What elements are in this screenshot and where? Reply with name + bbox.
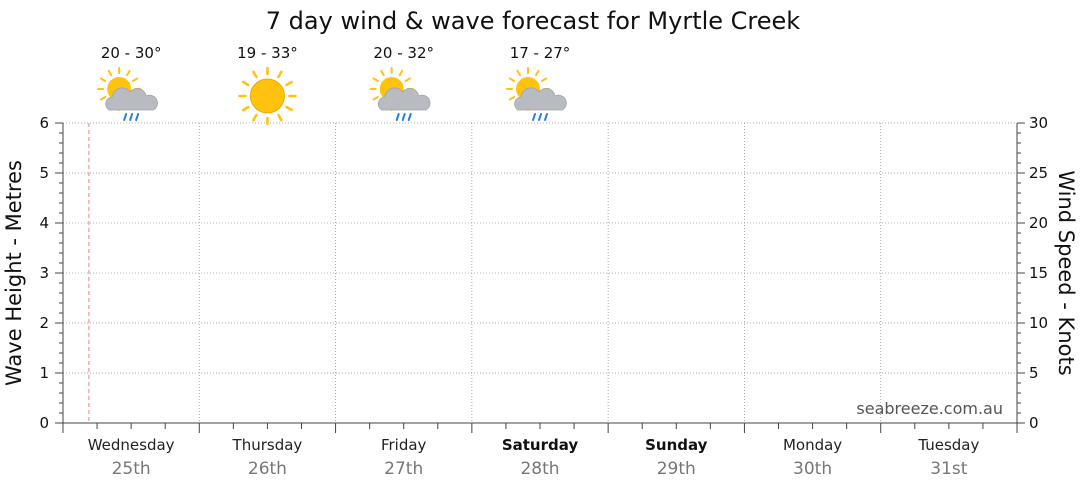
sun-ray: [508, 77, 516, 82]
x-date-label: 28th: [520, 459, 559, 479]
sun-ray: [508, 96, 516, 101]
temperature-label: 20 - 30°: [101, 44, 162, 62]
sun-ray: [398, 69, 404, 77]
x-date-label: 29th: [657, 459, 696, 479]
sun-ray: [404, 77, 411, 82]
y-left-tick-label: 1: [39, 364, 49, 382]
chart-title: 7 day wind & wave forecast for Myrtle Cr…: [266, 7, 801, 35]
cloud-shape: [377, 87, 431, 111]
rain-drop: [544, 113, 548, 121]
rain-drop: [135, 113, 140, 121]
sun-ray: [241, 80, 250, 87]
sun-ray: [380, 69, 385, 77]
x-day-label: Wednesday: [88, 436, 175, 454]
y-right-tick-label: 20: [1029, 214, 1048, 232]
rain-drop: [395, 113, 400, 121]
y-right-tick-label: 15: [1029, 264, 1048, 282]
y-right-tick-label: 5: [1029, 364, 1039, 382]
y-left-tick-label: 5: [39, 164, 49, 182]
sun-ray: [516, 69, 521, 77]
plot-area: 0 1 2 3 4 5 6 0 5 10 15 20 25 30 Wednesday 25th 20 - 30°…: [39, 44, 1048, 479]
y-left-tick-label: 2: [39, 314, 49, 332]
x-date-label: 30th: [793, 459, 832, 479]
sun-ray: [131, 77, 139, 82]
x-day-label: Saturday: [502, 436, 579, 454]
x-day-label: Sunday: [645, 436, 708, 454]
sun-ray: [99, 96, 107, 101]
temperature-label: 17 - 27°: [510, 44, 571, 62]
y-left-tick-label: 6: [39, 114, 49, 132]
x-date-label: 25th: [112, 459, 151, 479]
sun-cloud-rain-icon: [506, 67, 567, 121]
rain-drop: [129, 113, 134, 121]
sun-ray: [285, 80, 293, 87]
temperature-label: 20 - 32°: [373, 44, 434, 62]
rain-drop: [407, 113, 412, 121]
sun-ray: [252, 113, 258, 122]
sun-cloud-rain-icon: [97, 67, 158, 121]
y-right-tick-label: 25: [1029, 164, 1048, 182]
x-date-label: 31st: [930, 459, 967, 479]
credit-label: seabreeze.com.au: [856, 399, 1003, 418]
rain-drop: [123, 113, 128, 121]
y-left-axis-title: Wave Height - Metres: [2, 160, 26, 386]
cloud-shape: [105, 87, 158, 111]
x-date-label: 26th: [248, 459, 287, 479]
rain-drop: [532, 113, 536, 121]
y-right-tick-label: 10: [1029, 314, 1048, 332]
sun-icon: [238, 66, 297, 126]
sun-ray: [107, 69, 113, 77]
x-day-label: Friday: [381, 436, 427, 454]
sun-disc: [249, 78, 285, 114]
y-left-tick-label: 3: [39, 264, 49, 282]
sun-ray: [540, 77, 548, 82]
x-day-label: Thursday: [232, 436, 303, 454]
sun-ray: [99, 77, 107, 82]
y-right-axis-title: Wind Speed - Knots: [1054, 170, 1078, 375]
sun-ray: [252, 70, 258, 79]
x-day-label: Monday: [783, 436, 842, 454]
sun-cloud-rain-icon: [369, 67, 431, 121]
sun-ray: [372, 77, 379, 82]
sun-ray: [126, 69, 131, 77]
sun-ray: [372, 96, 379, 101]
rain-drop: [401, 113, 406, 121]
sun-ray: [277, 70, 283, 79]
x-date-label: 27th: [384, 459, 423, 479]
y-left-tick-label: 4: [39, 214, 49, 232]
y-left-tick-label: 0: [39, 414, 49, 432]
rain-drop: [538, 113, 542, 121]
x-day-label: Tuesday: [917, 436, 979, 454]
sun-ray: [535, 69, 540, 77]
y-right-tick-label: 30: [1029, 114, 1048, 132]
cloud-shape: [514, 87, 567, 111]
sun-ray: [285, 105, 293, 112]
temperature-label: 19 - 33°: [237, 44, 298, 62]
y-right-tick-label: 0: [1029, 414, 1039, 432]
sun-ray: [241, 105, 250, 112]
sun-ray: [277, 113, 283, 122]
